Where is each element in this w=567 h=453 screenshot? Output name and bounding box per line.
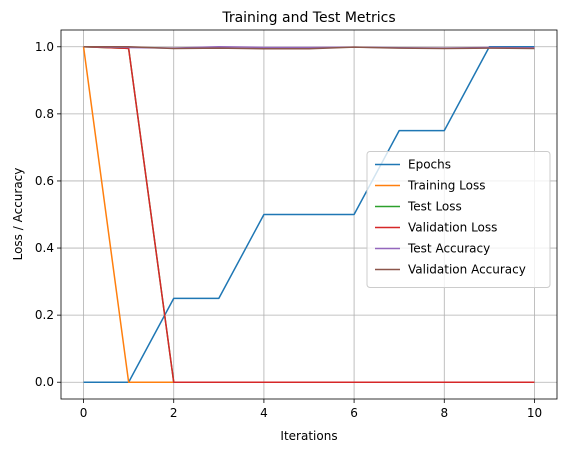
series-line-validation-loss xyxy=(83,46,535,383)
legend-label: Test Accuracy xyxy=(407,242,490,256)
x-tick-label: 6 xyxy=(350,406,358,420)
x-axis-ticks: 0 2 4 6 8 10 xyxy=(80,399,542,420)
series-line-validation-accuracy xyxy=(83,46,535,50)
chart-title: Training and Test Metrics xyxy=(221,10,395,26)
series-line-epochs xyxy=(83,46,535,383)
y-tick-label: 0.4 xyxy=(35,241,54,255)
y-tick-label: 0.0 xyxy=(35,375,54,389)
legend: Epochs Training Loss Test Loss Validation L… xyxy=(366,151,551,288)
x-tick-label: 10 xyxy=(527,406,542,420)
y-tick-label: 0.8 xyxy=(35,107,54,121)
plot-frame xyxy=(60,29,558,400)
legend-label: Training Loss xyxy=(407,179,485,193)
y-tick-label: 0.2 xyxy=(35,308,54,322)
x-tick-label: 0 xyxy=(80,406,88,420)
legend-box xyxy=(366,151,551,288)
x-tick-label: 2 xyxy=(170,406,178,420)
y-axis-label: Loss / Accuracy xyxy=(11,168,25,261)
series-layer xyxy=(82,46,535,383)
legend-label: Test Loss xyxy=(407,200,462,214)
x-tick-label: 4 xyxy=(260,406,268,420)
x-axis-label: Iterations xyxy=(280,429,337,443)
legend-label: Validation Accuracy xyxy=(408,263,526,277)
y-tick-label: 0.6 xyxy=(35,174,54,188)
y-axis-ticks: 0.0 0.2 0.4 0.6 0.8 1.0 xyxy=(35,40,61,389)
y-tick-label: 1.0 xyxy=(35,40,54,54)
x-tick-label: 8 xyxy=(440,406,448,420)
legend-label: Validation Loss xyxy=(408,221,497,235)
legend-label: Epochs xyxy=(408,158,451,172)
